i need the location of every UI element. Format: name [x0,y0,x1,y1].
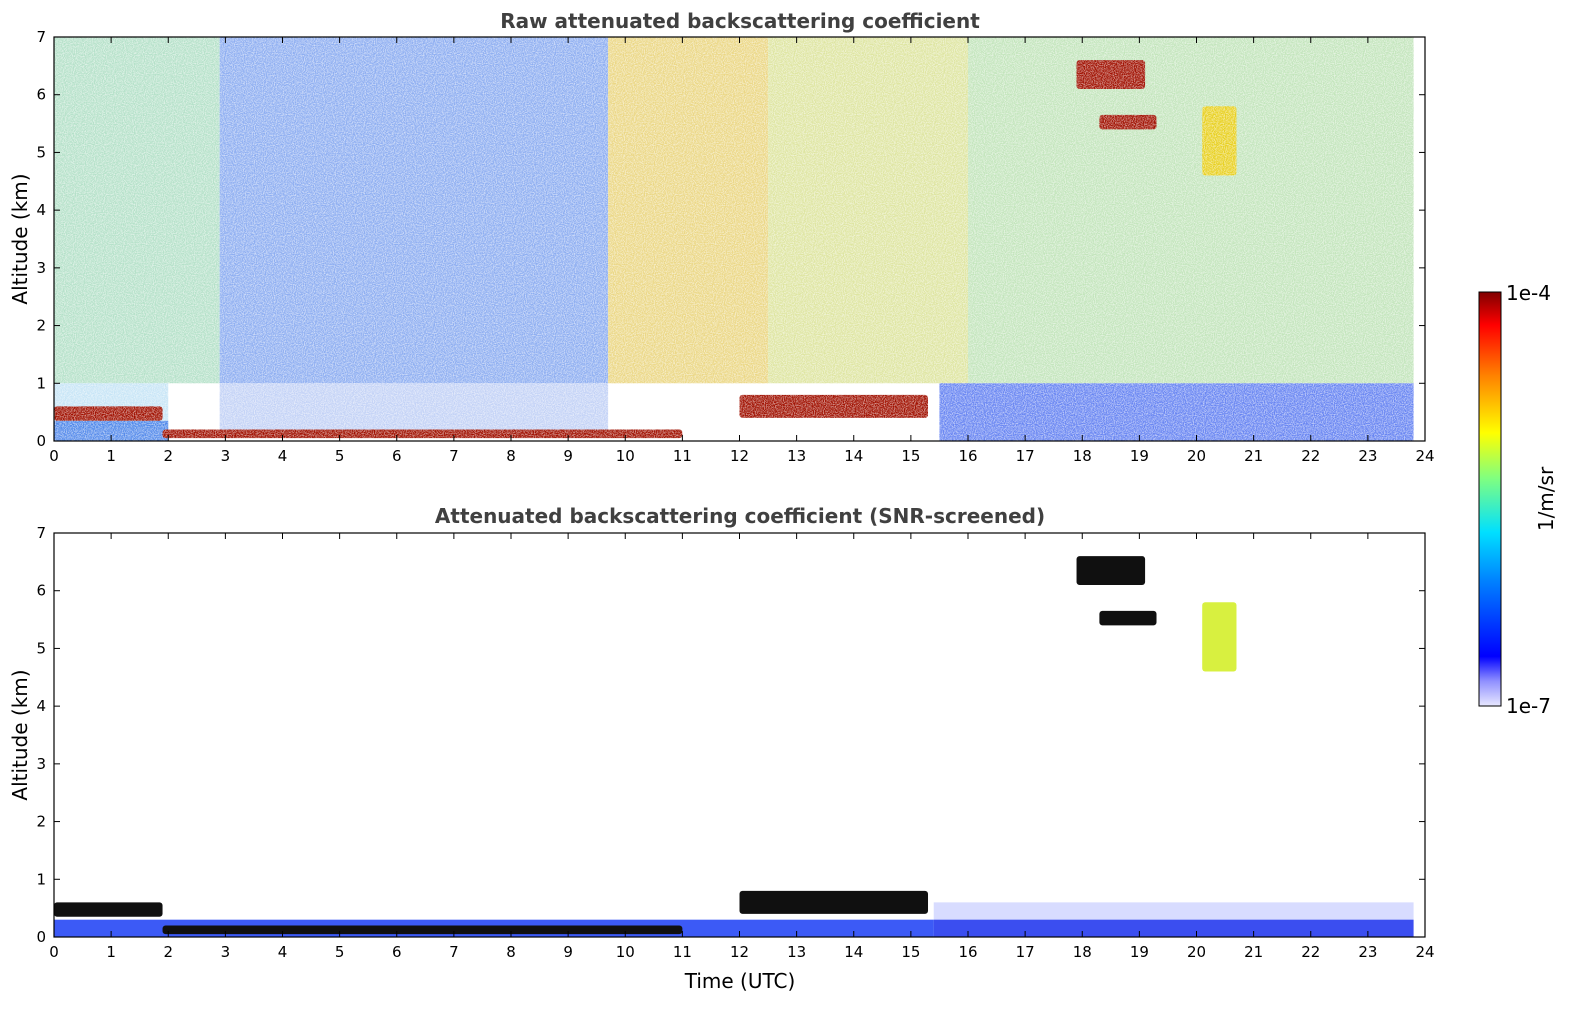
x-tick-label: 1 [106,447,116,465]
x-tick-label: 14 [844,943,863,961]
colorbar-min-label: 1e-7 [1506,694,1551,718]
y-tick-label: 6 [36,582,46,600]
x-tick-label: 6 [392,447,402,465]
x-tick-label: 3 [221,447,231,465]
x-tick-label: 18 [1073,943,1092,961]
x-tick-label: 19 [1130,943,1149,961]
x-tick-label: 7 [449,943,459,961]
x-tick-label: 16 [958,943,977,961]
y-axis: 0 1 2 3 4 5 6 7 [36,524,1425,946]
layers-screened [54,556,1237,935]
colorbar: 1e-4 1e-7 1/m/sr [1478,281,1558,718]
y-tick-label: 0 [36,928,46,946]
x-tick-label: 20 [1187,447,1206,465]
x-tick-label: 15 [901,943,920,961]
y-tick-label: 5 [36,143,46,161]
x-tick-label: 9 [563,447,573,465]
x-tick-label: 2 [163,447,173,465]
x-tick-label: 5 [335,447,345,465]
chart-title: Attenuated backscattering coefficient (S… [435,504,1045,528]
x-tick-label: 24 [1415,943,1434,961]
y-axis: 0 1 2 3 4 5 6 7 [36,28,1425,450]
x-tick-label: 7 [449,447,459,465]
x-tick-label: 9 [563,943,573,961]
y-tick-label: 7 [36,28,46,46]
heatmap-screened [54,902,1414,937]
x-tick-label: 0 [49,447,59,465]
x-tick-label: 4 [278,447,288,465]
x-tick-label: 21 [1244,943,1263,961]
colorbar-max-label: 1e-4 [1506,281,1551,305]
x-tick-label: 23 [1358,943,1377,961]
x-tick-label: 24 [1415,447,1434,465]
x-tick-label: 12 [730,447,749,465]
x-tick-label: 18 [1073,447,1092,465]
cloud-layer [739,890,929,914]
x-tick-label: 22 [1301,943,1320,961]
x-tick-label: 1 [106,943,116,961]
x-tick-label: 13 [787,943,806,961]
x-tick-label: 15 [901,447,920,465]
x-tick-label: 0 [49,943,59,961]
panel-raw: Raw attenuated backscattering coefficien… [8,9,1435,465]
x-tick-label: 2 [163,943,173,961]
y-axis-label: Altitude (km) [8,669,32,800]
panel-screened: Attenuated backscattering coefficient (S… [8,504,1435,993]
chart-title: Raw attenuated backscattering coefficien… [500,9,980,33]
y-tick-label: 0 [36,432,46,450]
x-axis-label: Time (UTC) [684,969,796,993]
x-tick-label: 13 [787,447,806,465]
x-tick-label: 11 [673,943,692,961]
plot-frame [53,532,1426,938]
x-tick-label: 16 [958,447,977,465]
x-axis: 0 1 2 3 4 5 6 7 8 9 10 11 12 13 14 15 16 17 18 19 20 21 22 23 24 [49,533,1435,961]
y-tick-label: 7 [36,524,46,542]
y-tick-label: 1 [36,374,46,392]
cloud-layer [1076,556,1146,585]
y-tick-label: 3 [36,259,46,277]
y-tick-label: 4 [36,201,46,219]
x-tick-label: 3 [221,943,231,961]
x-tick-label: 8 [506,447,516,465]
cloud-layer [162,925,683,935]
y-axis-label: Altitude (km) [8,173,32,304]
x-tick-label: 8 [506,943,516,961]
x-tick-label: 12 [730,943,749,961]
speckle-overlay [54,37,1425,441]
x-tick-label: 22 [1301,447,1320,465]
x-tick-label: 11 [673,447,692,465]
x-tick-label: 14 [844,447,863,465]
x-tick-label: 4 [278,943,288,961]
x-tick-label: 10 [616,943,635,961]
colorbar-gradient [1478,291,1502,707]
cloud-layer [1099,610,1157,626]
y-tick-label: 3 [36,755,46,773]
y-tick-label: 1 [36,870,46,888]
x-tick-label: 17 [1016,943,1035,961]
x-tick-label: 23 [1358,447,1377,465]
x-tick-label: 6 [392,943,402,961]
cloud-layer [54,902,163,917]
x-axis: 0 1 2 3 4 5 6 7 8 9 10 11 12 13 14 15 16 17 18 19 20 21 22 23 24 [49,37,1435,465]
x-tick-label: 10 [616,447,635,465]
x-tick-label: 19 [1130,447,1149,465]
x-tick-label: 17 [1016,447,1035,465]
y-tick-label: 2 [36,317,46,335]
x-tick-label: 20 [1187,943,1206,961]
y-tick-label: 2 [36,813,46,831]
cloud-layer [1202,602,1237,672]
colorbar-label: 1/m/sr [1534,466,1558,531]
x-tick-label: 21 [1244,447,1263,465]
y-tick-label: 5 [36,639,46,657]
x-tick-label: 5 [335,943,345,961]
heatmap-region [933,919,1414,937]
y-tick-label: 4 [36,697,46,715]
y-tick-label: 6 [36,86,46,104]
